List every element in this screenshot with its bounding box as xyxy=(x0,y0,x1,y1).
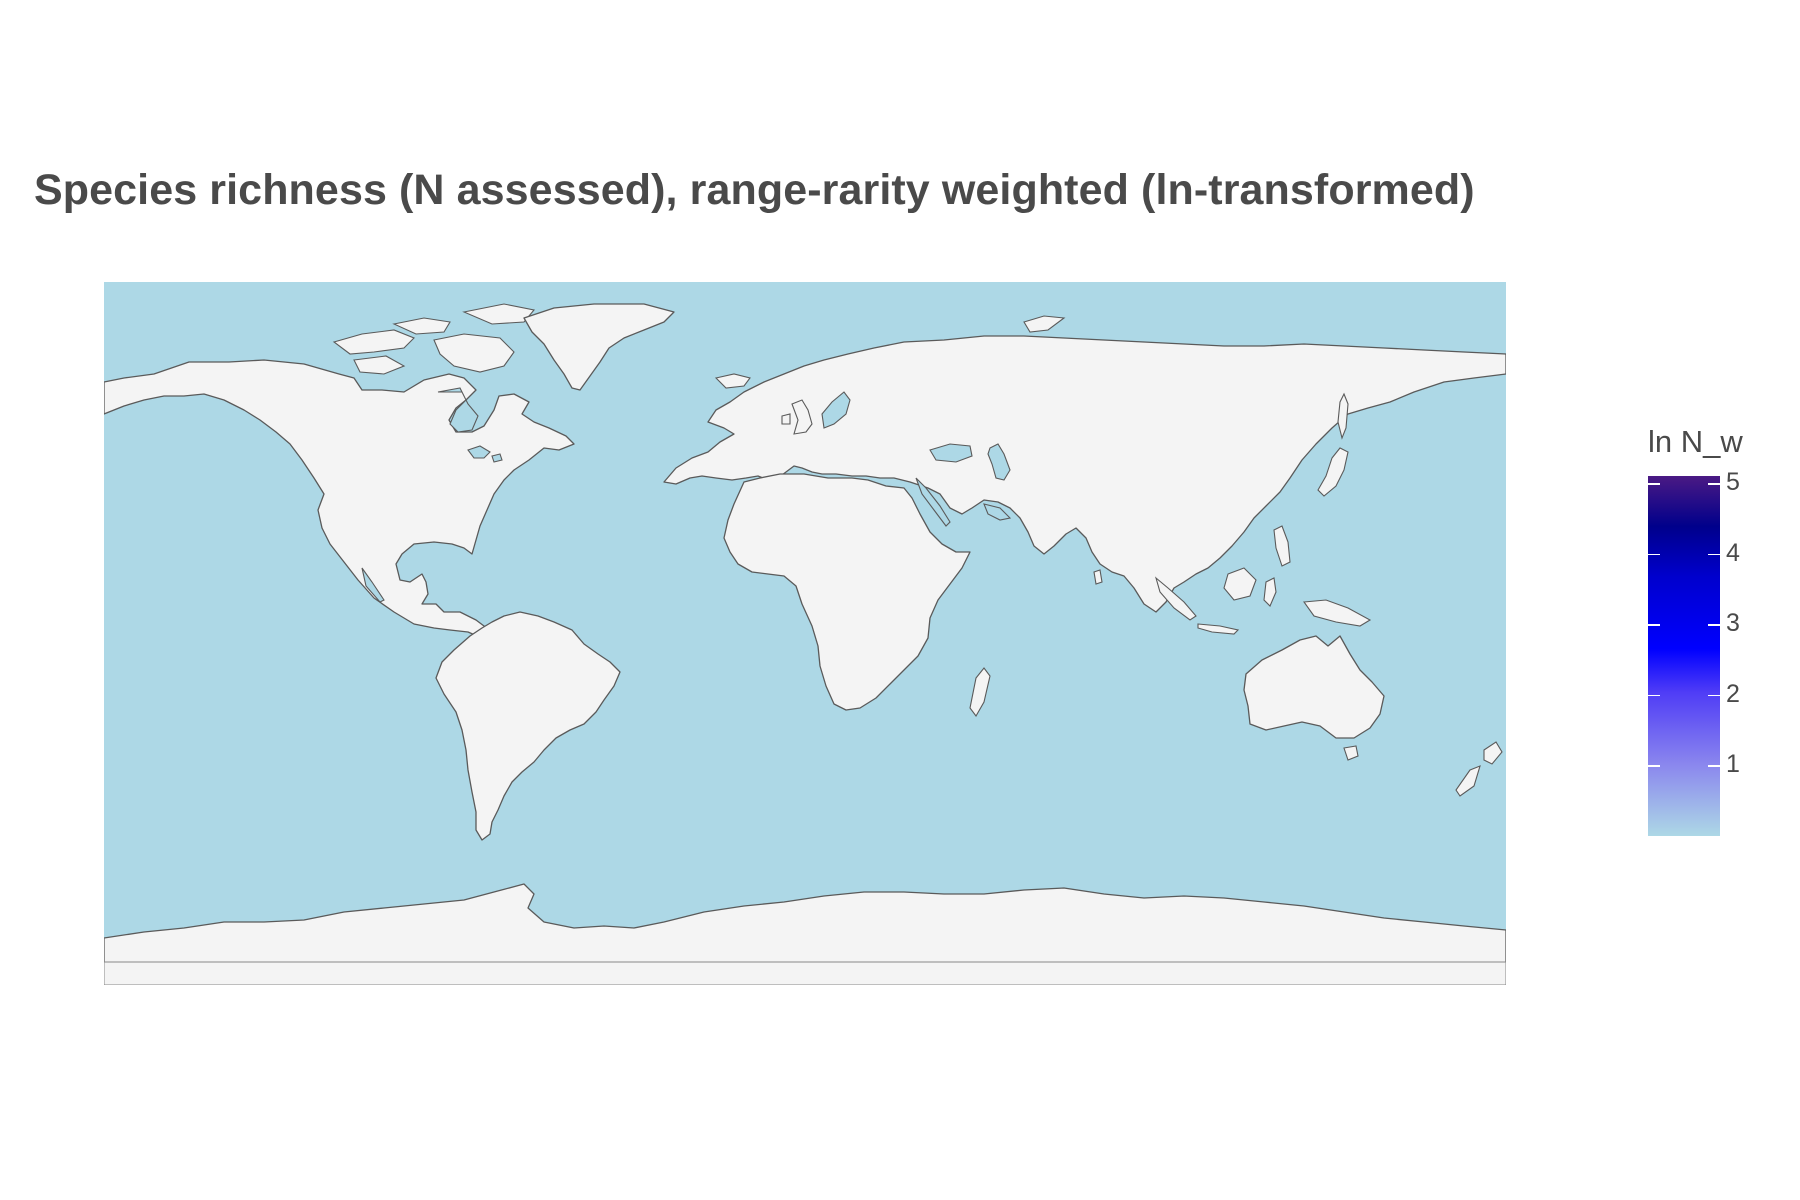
madagascar xyxy=(969,667,991,717)
africa xyxy=(723,473,971,711)
java xyxy=(1197,623,1240,635)
legend-tick-label: 5 xyxy=(1726,468,1740,497)
baltic-sea xyxy=(821,391,851,429)
legend-tick-mark xyxy=(1708,483,1720,485)
south-america xyxy=(435,611,621,841)
north-america xyxy=(104,359,575,649)
iceland xyxy=(714,373,751,389)
great-lakes xyxy=(467,445,503,463)
sumatra xyxy=(1154,576,1197,621)
legend-tick-label: 2 xyxy=(1726,679,1740,708)
persian-gulf xyxy=(983,503,1012,521)
red-sea xyxy=(915,477,951,527)
sakhalin xyxy=(1337,392,1349,440)
legend-tick-mark xyxy=(1648,765,1660,767)
novaya-zemlya xyxy=(1023,315,1066,333)
black-sea xyxy=(929,443,973,463)
legend-tick-label: 4 xyxy=(1726,538,1740,567)
legend-tick-label: 3 xyxy=(1726,609,1740,638)
gulf-of-california xyxy=(361,567,385,603)
legend-tick-mark xyxy=(1708,553,1720,556)
hudson-bay xyxy=(437,387,479,433)
great-britain xyxy=(781,399,813,435)
legend-tick-mark xyxy=(1648,694,1660,697)
world-map xyxy=(104,282,1506,985)
sulawesi xyxy=(1263,577,1277,607)
borneo xyxy=(1223,567,1257,601)
eurasia xyxy=(663,335,1506,613)
greenland xyxy=(523,303,675,391)
antarctica xyxy=(104,883,1506,985)
legend-color-bar xyxy=(1648,476,1720,836)
legend-tick-mark xyxy=(1708,765,1720,767)
japan xyxy=(1317,447,1349,497)
new-guinea xyxy=(1302,599,1372,627)
legend-tick-label: 1 xyxy=(1726,750,1740,779)
legend-tick-mark xyxy=(1648,624,1660,626)
map-bottom-edge xyxy=(104,961,1506,985)
legend-tick-mark xyxy=(1648,553,1660,556)
legend-title: ln N_w xyxy=(1648,424,1743,459)
tasmania xyxy=(1343,745,1359,761)
legend-tick-mark xyxy=(1648,483,1660,485)
philippines xyxy=(1273,525,1291,567)
world-map-svg xyxy=(104,282,1506,985)
legend-tick-mark xyxy=(1708,694,1720,697)
sri-lanka xyxy=(1093,569,1103,585)
canadian-arctic-islands xyxy=(332,303,536,375)
legend-tick-mark xyxy=(1708,624,1720,626)
color-legend: ln N_w 1 2 3 4 5 xyxy=(1640,424,1780,844)
new-zealand xyxy=(1455,741,1503,797)
chart-title: Species richness (N assessed), range-rar… xyxy=(34,166,1475,214)
caspian-sea xyxy=(987,443,1011,481)
australia xyxy=(1243,635,1385,739)
